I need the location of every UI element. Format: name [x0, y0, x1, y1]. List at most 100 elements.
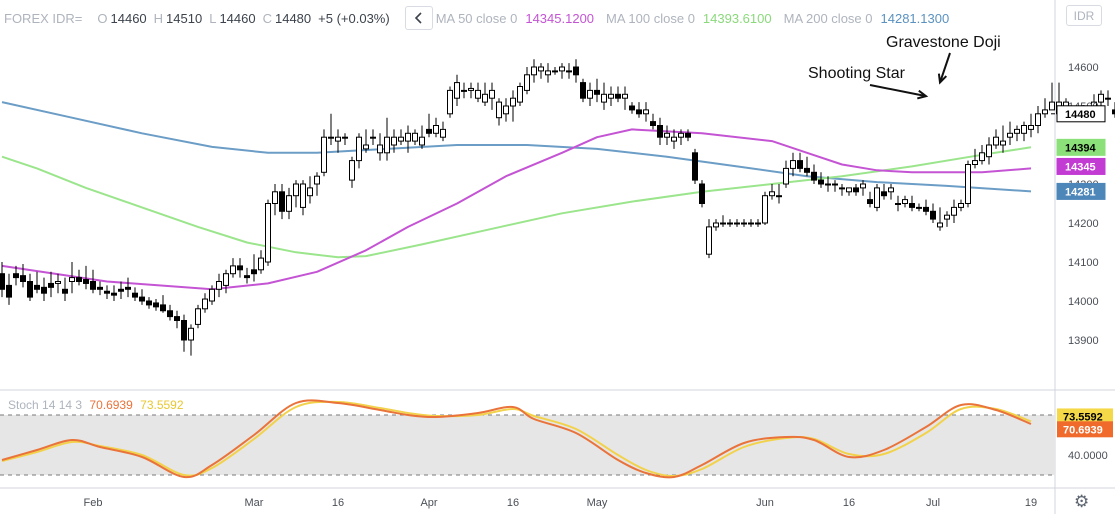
candle-body: [825, 183, 831, 186]
candle-body: [657, 125, 663, 138]
candle: [965, 160, 971, 208]
candle: [195, 304, 201, 329]
candle: [622, 86, 628, 110]
candle-body: [328, 136, 334, 139]
candle: [160, 295, 166, 313]
time-tick-label: Jun: [756, 497, 774, 509]
candle-body: [622, 93, 628, 99]
candle-body: [496, 101, 502, 119]
time-tick-label: Feb: [84, 497, 103, 509]
candle: [979, 145, 985, 165]
candle: [587, 82, 593, 106]
stoch-d-value: 73.5592: [140, 398, 184, 412]
candle-body: [363, 144, 369, 150]
candle-body: [699, 183, 705, 204]
candle-body: [419, 136, 425, 146]
candle-body: [41, 286, 47, 294]
open-value: 14460: [110, 10, 147, 26]
candle: [0, 262, 5, 298]
stoch-k-value: 70.6939: [89, 398, 133, 412]
candle-body: [405, 132, 411, 142]
candle-body: [944, 214, 950, 220]
candle-body: [902, 199, 908, 205]
annotations: Shooting Star Gravestone Doji: [808, 34, 1001, 100]
stoch-band-fill: [0, 415, 1055, 475]
candle-body: [678, 132, 684, 138]
candle-body: [356, 136, 362, 162]
gear-icon[interactable]: ⚙: [1074, 492, 1090, 512]
candle: [447, 86, 453, 118]
candle: [580, 78, 586, 103]
badge-label: 14394: [1065, 142, 1096, 154]
candle: [6, 273, 12, 305]
candle: [1049, 82, 1055, 111]
candle: [300, 180, 306, 216]
ma100-value: 14393.6100: [702, 10, 772, 26]
badge-label: 14281: [1065, 186, 1096, 198]
candle-body: [762, 195, 768, 224]
close-value: 14480: [274, 10, 312, 26]
candle: [776, 184, 782, 204]
candle: [244, 267, 250, 284]
candle: [125, 277, 131, 298]
candle: [223, 269, 229, 294]
candle-body: [461, 89, 467, 92]
badge-label: 70.6939: [1063, 424, 1103, 436]
arrow-head-icon: [937, 73, 948, 85]
low-value: 14460: [219, 10, 256, 26]
candle: [111, 285, 117, 301]
candle-body: [1021, 125, 1027, 134]
candle: [433, 117, 439, 138]
candle: [97, 281, 103, 296]
candle-body: [643, 109, 649, 115]
candle: [594, 78, 600, 103]
candle: [951, 199, 957, 223]
candle-body: [27, 281, 33, 298]
ma50-value: 14345.1200: [525, 10, 595, 26]
candle-body: [13, 273, 19, 279]
candle-body: [125, 286, 131, 290]
low-label: L: [209, 10, 217, 26]
candle-body: [867, 199, 873, 205]
candle: [321, 129, 327, 177]
candle-body: [566, 70, 572, 73]
candle: [503, 98, 509, 122]
candle: [685, 129, 691, 142]
candle-body: [181, 320, 187, 341]
candle-body: [755, 222, 761, 225]
time-tick-label: 16: [507, 497, 519, 509]
candle-body: [489, 89, 495, 99]
candle: [174, 310, 180, 329]
candle-body: [769, 191, 775, 197]
candle-body: [83, 279, 89, 284]
candle: [1105, 90, 1111, 106]
collapse-legend-button[interactable]: [404, 6, 433, 30]
chart-legend: FOREX IDR= O 14460 H 14510 L 14460 C 14480 +…: [0, 0, 1055, 36]
candle: [538, 63, 544, 79]
candle-body: [881, 191, 887, 197]
candle: [944, 211, 950, 227]
price-badge-ma50: 14345: [1056, 157, 1106, 175]
candle-body: [860, 183, 866, 189]
badge-label: 14345: [1065, 161, 1096, 173]
candle: [475, 82, 481, 103]
candle-body: [111, 292, 117, 296]
ma100-line: [1, 146, 1032, 259]
candle-body: [293, 183, 299, 197]
time-axis: Feb Mar 16 Apr 16 May Jun 16 Jul 19: [84, 497, 1038, 509]
candle-body: [244, 275, 250, 279]
candle-body: [979, 152, 985, 162]
candle: [930, 203, 936, 223]
candle-body: [538, 66, 544, 72]
candle-body: [384, 136, 390, 154]
time-tick-label: 16: [843, 497, 855, 509]
stoch-tick-label: 40.0000: [1068, 450, 1108, 462]
candle-body: [748, 222, 754, 225]
candle: [27, 273, 33, 301]
candle-body: [209, 288, 215, 302]
currency-button[interactable]: IDR: [1066, 5, 1102, 26]
high-label: H: [153, 10, 164, 26]
candle-body: [951, 206, 957, 216]
candle-body: [888, 187, 894, 193]
